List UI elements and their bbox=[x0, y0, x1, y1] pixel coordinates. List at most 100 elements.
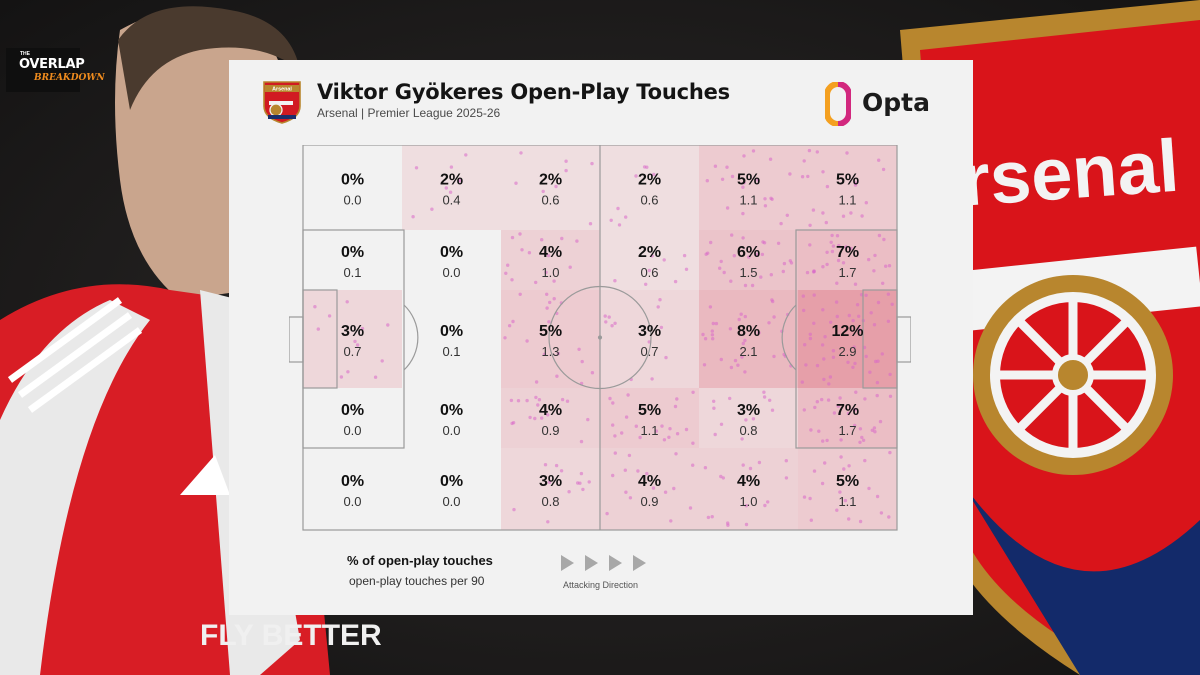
touch-dot bbox=[868, 370, 872, 374]
crest-label: Arsenal bbox=[272, 87, 292, 93]
touch-dot bbox=[675, 397, 679, 401]
touch-dot bbox=[740, 437, 744, 441]
touch-dot bbox=[611, 401, 615, 405]
touch-dot bbox=[519, 151, 523, 155]
touch-dot bbox=[803, 343, 807, 347]
heatmap-cell bbox=[699, 290, 798, 388]
heatmap-cell bbox=[798, 230, 897, 290]
touch-dot bbox=[636, 469, 640, 473]
touch-dot bbox=[813, 405, 817, 410]
heatmap-cell bbox=[600, 290, 699, 388]
cell-pct-label: 4% bbox=[539, 244, 562, 261]
touch-dot bbox=[877, 158, 881, 162]
touch-dot bbox=[525, 339, 529, 343]
touch-dot bbox=[741, 236, 745, 240]
touch-dot bbox=[702, 363, 707, 367]
opta-wordmark: Opta bbox=[862, 88, 930, 117]
touch-dot bbox=[720, 177, 725, 181]
touch-dot bbox=[847, 464, 851, 468]
touch-dot bbox=[763, 503, 767, 508]
touch-dot bbox=[673, 404, 678, 409]
touch-dot bbox=[313, 305, 317, 309]
touch-dot bbox=[838, 490, 842, 494]
touch-dot bbox=[709, 240, 713, 245]
touch-dot bbox=[556, 351, 561, 356]
touch-dot bbox=[802, 408, 806, 412]
touch-dot bbox=[887, 515, 891, 519]
touch-dot bbox=[825, 184, 830, 189]
touch-dot bbox=[808, 336, 813, 341]
right-penalty-arc bbox=[781, 304, 797, 371]
touch-dot bbox=[380, 359, 384, 363]
touch-dot bbox=[853, 183, 858, 187]
touch-dot bbox=[756, 178, 760, 182]
arsenal-crest-icon: Arsenal bbox=[263, 81, 301, 124]
touch-dot bbox=[714, 321, 719, 326]
touch-dot bbox=[613, 451, 617, 455]
touch-dot bbox=[544, 270, 548, 275]
touch-dot bbox=[548, 300, 552, 305]
touch-dot bbox=[650, 377, 654, 381]
touch-dot bbox=[503, 336, 507, 340]
touch-dot bbox=[876, 359, 880, 363]
touch-dot bbox=[808, 332, 812, 336]
touch-dot bbox=[512, 507, 516, 512]
touch-dot bbox=[537, 398, 542, 402]
touch-dot bbox=[555, 374, 559, 378]
touch-dot bbox=[613, 434, 617, 438]
touch-dot bbox=[739, 312, 743, 316]
touch-dot bbox=[875, 380, 880, 385]
touch-dot bbox=[760, 252, 765, 257]
touch-dot bbox=[823, 335, 827, 339]
touch-dot bbox=[809, 428, 813, 432]
cell-pct-label: 0% bbox=[440, 244, 463, 261]
touch-dot bbox=[729, 365, 734, 370]
touch-dot bbox=[829, 240, 833, 244]
chart-title: Viktor Gyökeres Open-Play Touches bbox=[317, 80, 730, 104]
touch-dot bbox=[729, 279, 733, 283]
cell-per90-label: 1.5 bbox=[739, 265, 757, 280]
cell-pct-label: 7% bbox=[836, 244, 859, 261]
touch-dot bbox=[875, 393, 879, 398]
touch-dot bbox=[834, 300, 839, 304]
left-goal bbox=[289, 316, 304, 363]
touch-dot bbox=[741, 185, 745, 189]
touch-dot bbox=[827, 382, 831, 386]
touch-dot bbox=[820, 397, 824, 402]
cell-pct-label: 5% bbox=[638, 402, 661, 419]
touch-dot bbox=[804, 363, 808, 367]
touch-dot bbox=[864, 201, 868, 205]
cell-pct-label: 5% bbox=[836, 473, 859, 490]
touch-dot bbox=[355, 343, 360, 347]
touch-dot bbox=[881, 281, 885, 285]
touch-dot bbox=[658, 298, 662, 302]
heatmap-cell bbox=[303, 230, 402, 290]
touch-dot bbox=[821, 439, 825, 443]
heatmap-cell bbox=[303, 145, 402, 230]
touch-dot bbox=[820, 343, 825, 347]
touch-dot bbox=[860, 435, 864, 440]
touch-dot bbox=[546, 253, 551, 258]
touch-dot bbox=[748, 466, 753, 471]
touch-dot bbox=[703, 466, 708, 470]
touch-dot bbox=[744, 522, 749, 527]
touch-dot bbox=[879, 511, 884, 515]
overlap-brand-word: OVERLAP bbox=[19, 57, 85, 72]
touch-dot bbox=[620, 431, 624, 435]
touch-dot bbox=[888, 394, 893, 398]
touch-dot bbox=[616, 206, 620, 211]
touch-dot bbox=[847, 517, 851, 521]
touch-dot bbox=[890, 302, 894, 306]
centre-spot bbox=[597, 335, 603, 340]
touch-dot bbox=[858, 328, 862, 332]
heatmap-cell bbox=[798, 448, 897, 530]
touch-dot bbox=[545, 306, 549, 310]
cell-pct-label: 3% bbox=[737, 402, 760, 419]
touch-dot bbox=[858, 519, 863, 524]
touch-dot bbox=[763, 197, 767, 201]
attacking-direction-label: Attacking Direction bbox=[563, 580, 639, 590]
cell-pct-label: 0% bbox=[341, 402, 364, 419]
touch-dot bbox=[650, 254, 654, 258]
touch-dot bbox=[762, 241, 767, 245]
touch-dot bbox=[762, 390, 766, 394]
